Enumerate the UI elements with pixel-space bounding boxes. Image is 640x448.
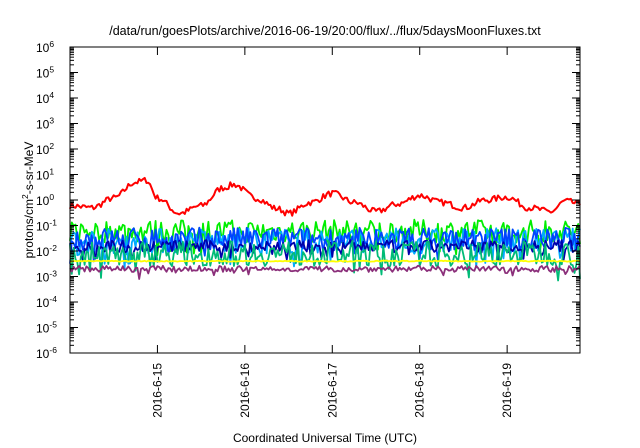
series-line	[69, 226, 581, 264]
y-tick-label: 104	[36, 90, 54, 106]
series-line	[69, 176, 581, 217]
y-axis-label-superscript: 2	[20, 194, 30, 199]
y-tick-label: 103	[36, 116, 54, 132]
y-tick-label: 10-5	[36, 320, 57, 336]
series-line	[69, 259, 581, 263]
y-axis-label-base: protons/cm	[22, 199, 36, 258]
y-tick-label: 105	[36, 65, 54, 81]
series-layer	[69, 176, 581, 282]
y-axis-label: protons/cm2-s-sr-MeV	[20, 142, 36, 259]
y-tick-label: 101	[36, 167, 54, 183]
y-tick-label: 10-3	[36, 269, 57, 285]
x-axis-ticks: 2016-6-15 2016-6-16 2016-6-17 2016-6-18 2016…	[150, 47, 514, 418]
x-tick-label: 2016-6-15	[150, 363, 164, 418]
y-tick-label: 102	[36, 141, 54, 157]
x-tick-label: 2016-6-16	[238, 363, 252, 418]
y-tick-label: 10-4	[36, 294, 57, 310]
y-axis-label-rest: -s-sr-MeV	[22, 142, 36, 195]
y-tick-label: 10-1	[36, 218, 57, 234]
y-tick-label: 10-6	[36, 345, 57, 361]
chart-title: /data/run/goesPlots/archive/2016-06-19/2…	[109, 24, 541, 38]
y-axis-ticks: 10-6 10-5 10-4 10-3 10-2 10-1 100 101 102 103 104 1…	[36, 39, 580, 361]
y-tick-label: 106	[36, 39, 54, 55]
series-line	[69, 264, 581, 280]
x-axis-label: Coordinated Universal Time (UTC)	[233, 431, 417, 445]
y-tick-label: 10-2	[36, 243, 57, 259]
y-tick-label: 100	[36, 192, 54, 208]
x-tick-label: 2016-6-17	[325, 363, 339, 418]
x-tick-label: 2016-6-18	[413, 363, 427, 418]
x-tick-label: 2016-6-19	[500, 363, 514, 418]
